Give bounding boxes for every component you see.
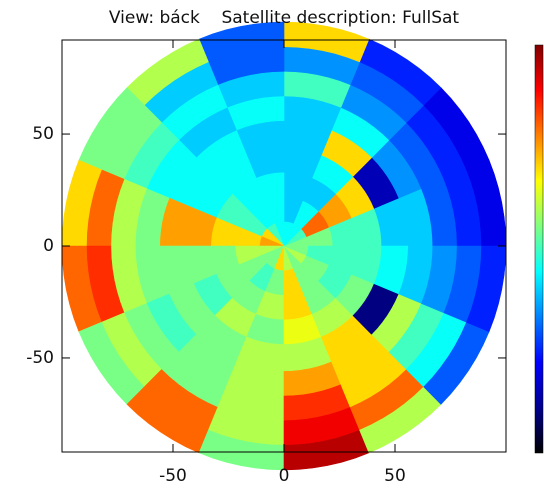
chart-title: View: báck Satellite description: FullSa… <box>109 8 460 28</box>
colorbar <box>534 44 544 454</box>
heatmap <box>61 21 507 471</box>
y-tick-label: -50 <box>26 348 54 368</box>
y-tick-label: 50 <box>32 124 54 144</box>
y-tick-label: 0 <box>43 236 54 256</box>
x-tick-label: -50 <box>159 466 187 486</box>
x-tick-label: 50 <box>384 466 406 486</box>
heat-cell <box>466 245 507 333</box>
x-tick-label: 0 <box>279 466 290 486</box>
